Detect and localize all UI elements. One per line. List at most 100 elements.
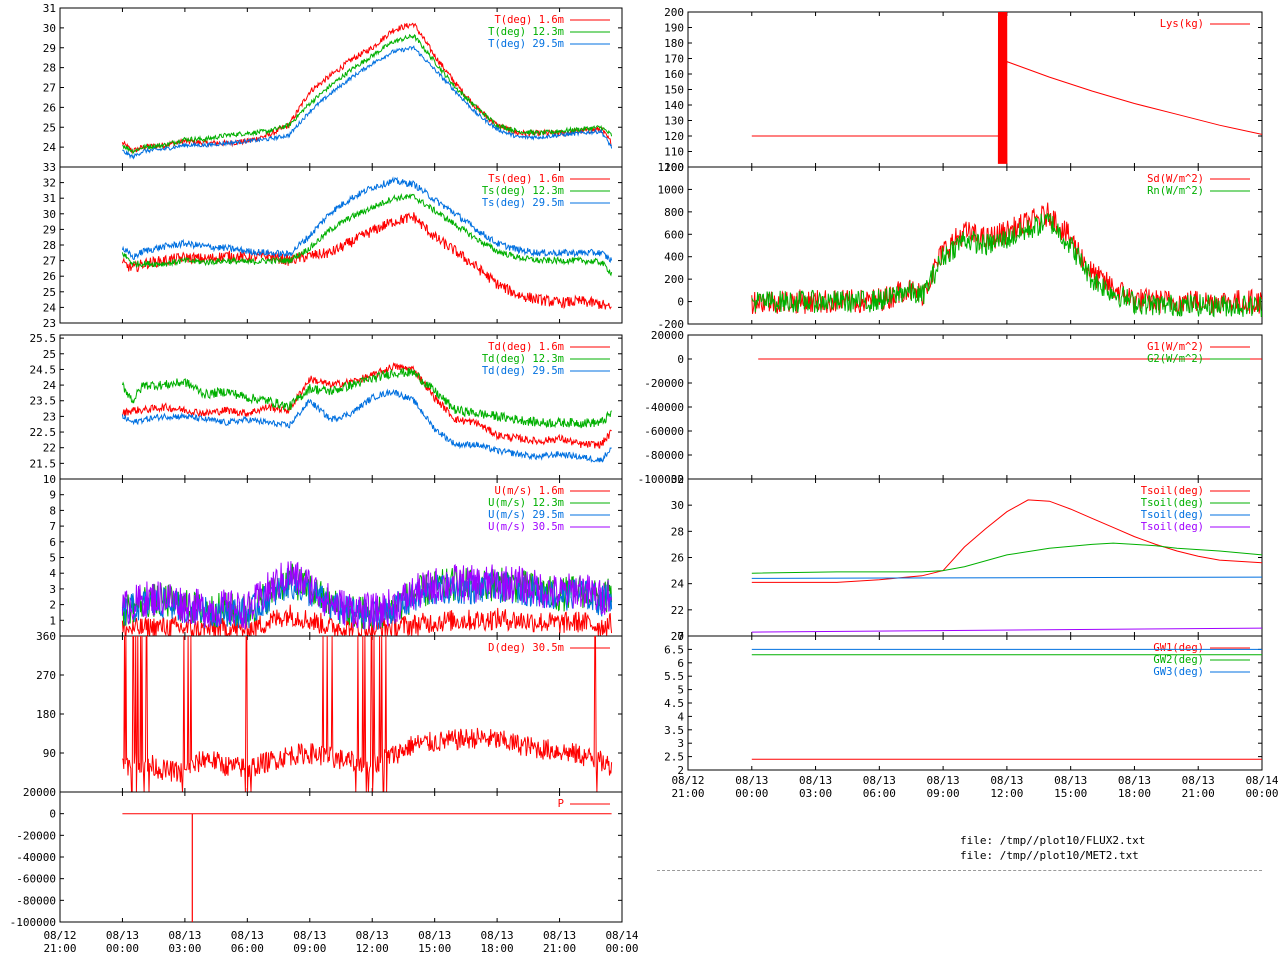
legend-label: GW3(deg) <box>1153 666 1204 678</box>
series-line <box>121 22 613 154</box>
x-tick-label-time: 18:00 <box>1118 787 1151 800</box>
panel-1: 24 25 26 27 28 29 30 31 T(deg) 1.6mT(deg) 12.3mT… <box>43 2 623 168</box>
panel-8: -200 0 200 400 600 800 1000 1200 Sd(W/m^2)Rn(W/m… <box>658 161 1263 331</box>
y-tick-label: 170 <box>664 53 684 66</box>
y-tick-label: 600 <box>664 228 684 241</box>
y-tick-label: -60000 <box>644 425 684 438</box>
x-tick-label-date: 08/13 <box>543 929 576 942</box>
x-tick-label-date: 08/13 <box>356 929 389 942</box>
y-tick-label: 200 <box>664 6 684 19</box>
y-tick-label: 24.5 <box>30 363 57 376</box>
legend-label: D(deg) 30.5m <box>488 642 564 654</box>
y-tick-label: 3 <box>49 583 56 596</box>
legend-label: Td(deg) 1.6m <box>488 341 564 353</box>
y-tick-label: 23 <box>43 410 56 423</box>
x-tick-label-time: 21:00 <box>1182 787 1215 800</box>
x-tick-label-time: 15:00 <box>418 942 451 955</box>
legend-label: P <box>558 798 564 810</box>
x-tick-label-date: 08/13 <box>168 929 201 942</box>
x-tick-label-time: 15:00 <box>1054 787 1087 800</box>
legend-label: Lys(kg) <box>1160 18 1204 30</box>
y-tick-label: 270 <box>36 669 56 682</box>
legend-label: U(m/s) 1.6m <box>494 485 564 497</box>
legend-label: GW2(deg) <box>1153 654 1204 666</box>
legend-label: T(deg) 1.6m <box>494 14 564 26</box>
panel-frame <box>59 791 623 923</box>
y-tick-label: 140 <box>664 99 684 112</box>
y-tick-label: 5.5 <box>664 670 684 683</box>
y-tick-label: 20000 <box>651 329 684 342</box>
y-tick-label: 20 <box>671 630 684 643</box>
legend-label: Tsoil(deg) <box>1141 509 1204 521</box>
y-tick-label: 7 <box>677 630 684 643</box>
x-tick-label-date: 08/14 <box>605 929 638 942</box>
y-tick-label: 6 <box>49 536 56 549</box>
panel-frame <box>687 166 1263 325</box>
y-tick-label: 29 <box>43 42 56 55</box>
series-line <box>122 45 613 160</box>
x-tick-label-date: 08/12 <box>43 929 76 942</box>
y-tick-label: 4 <box>677 710 684 723</box>
y-tick-label: 2.5 <box>664 751 684 764</box>
legend-label: U(m/s) 12.3m <box>488 497 564 509</box>
y-tick-label: 5 <box>49 552 56 565</box>
y-tick-label: 28 <box>671 525 684 538</box>
y-tick-label: 800 <box>664 206 684 219</box>
y-tick-label: 400 <box>664 251 684 264</box>
y-tick-label: 25 <box>43 348 56 361</box>
x-tick-label-time: 21:00 <box>43 942 76 955</box>
legend-label: U(m/s) 30.5m <box>488 521 564 533</box>
y-tick-label: 20000 <box>23 786 56 799</box>
y-tick-label: 25.5 <box>30 332 57 345</box>
y-tick-label: 360 <box>36 630 56 643</box>
series-line <box>751 213 1262 318</box>
legend-label: T(deg) 12.3m <box>488 26 564 38</box>
x-tick-label-time: 09:00 <box>293 942 326 955</box>
legend-label: G1(W/m^2) <box>1147 341 1204 353</box>
series-line <box>751 542 1262 574</box>
series-line <box>121 388 612 463</box>
legend-label: Tsoil(deg) <box>1141 497 1204 509</box>
x-tick-label-date: 08/13 <box>293 929 326 942</box>
x-tick-label-date: 08/13 <box>1182 774 1215 787</box>
y-tick-label: 1000 <box>658 183 685 196</box>
y-tick-label: 32 <box>671 473 684 486</box>
panel-10: 20222426283032Tsoil(deg)Tsoil(deg)Tsoil(… <box>671 473 1263 643</box>
panel-frame <box>687 11 1263 168</box>
y-tick-label: 31 <box>43 2 56 15</box>
x-tick-label-date: 08/13 <box>735 774 768 787</box>
y-tick-label: 25 <box>43 286 56 299</box>
x-tick-label-time: 00:00 <box>1245 787 1278 800</box>
y-tick-label: 21.5 <box>30 457 57 470</box>
y-tick-label: 2 <box>677 764 684 777</box>
x-tick-label-date: 08/13 <box>863 774 896 787</box>
y-tick-label: 30 <box>671 499 684 512</box>
y-tick-label: -60000 <box>16 873 56 886</box>
y-tick-label: 200 <box>664 273 684 286</box>
y-tick-label: 23.5 <box>30 395 57 408</box>
y-tick-label: 90 <box>43 747 56 760</box>
legend-label: Ts(deg) 29.5m <box>482 197 564 209</box>
series-line <box>121 636 613 792</box>
series-line <box>121 362 612 449</box>
y-tick-label: 0 <box>677 296 684 309</box>
y-tick-label: 24 <box>671 578 685 591</box>
series-line <box>121 561 613 631</box>
legend-label: Rn(W/m^2) <box>1147 185 1204 197</box>
y-tick-label: 24 <box>43 379 57 392</box>
legend-label: G2(W/m^2) <box>1147 353 1204 365</box>
y-tick-label: 6 <box>677 657 684 670</box>
file-label-met: file: /tmp//plot10/MET2.txt <box>960 849 1139 862</box>
y-tick-label: 180 <box>36 708 56 721</box>
y-tick-label: 22 <box>671 604 684 617</box>
legend-label: Tsoil(deg) <box>1141 485 1204 497</box>
legend-label: Ts(deg) 12.3m <box>482 185 564 197</box>
legend-label: T(deg) 29.5m <box>488 38 564 50</box>
series-line <box>122 33 613 155</box>
y-tick-label: 9 <box>49 489 56 502</box>
y-tick-label: 28 <box>43 239 56 252</box>
y-tick-label: 30 <box>43 208 56 221</box>
y-tick-label: 100 <box>664 161 684 174</box>
y-tick-label: 6.5 <box>664 643 684 656</box>
